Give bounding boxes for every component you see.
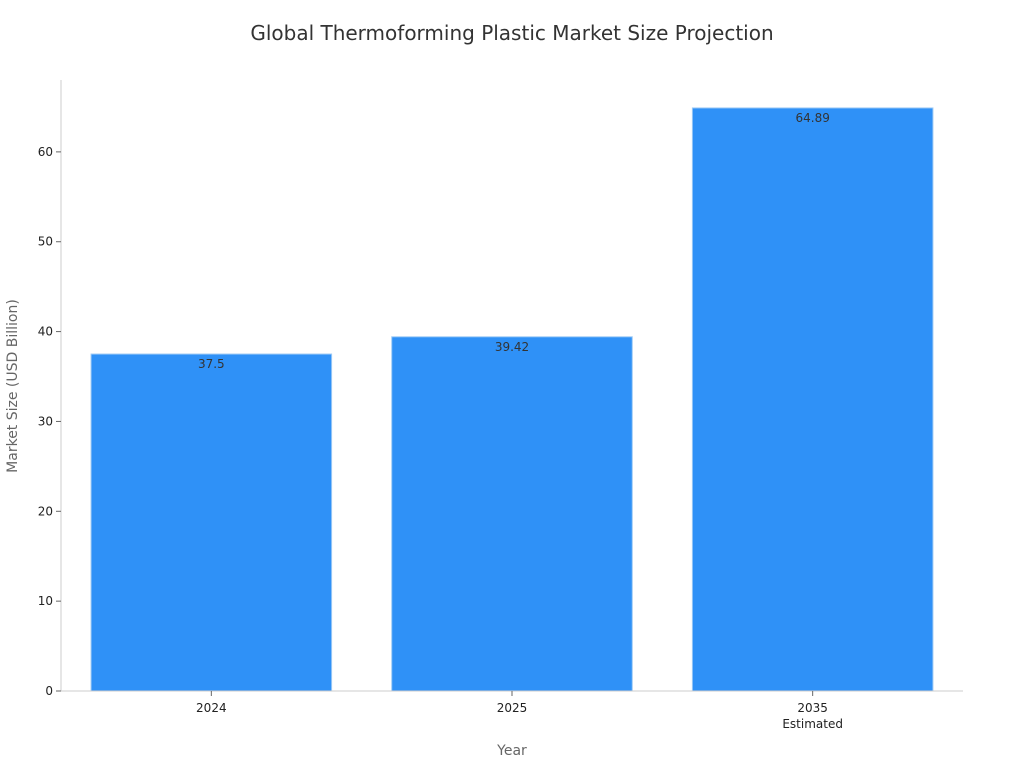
- y-tick-label: 50: [38, 235, 53, 249]
- y-axis-label: Market Size (USD Billion): [5, 299, 21, 473]
- data-labels: 37.5 39.42 64.89: [198, 111, 830, 371]
- y-axis: 0 10 20 30 40 50 60: [38, 80, 62, 698]
- x-tick-label: 2035: [797, 701, 828, 715]
- y-tick-label: 30: [38, 414, 53, 428]
- bar: [691, 107, 934, 692]
- y-tick-label: 20: [38, 504, 53, 518]
- x-axis: 2024 2025 2035 Estimated: [61, 690, 963, 731]
- data-label: 39.42: [495, 340, 529, 354]
- data-label: 37.5: [198, 357, 225, 371]
- y-tick-label: 40: [38, 325, 53, 339]
- data-label: 64.89: [795, 111, 829, 125]
- bars-layer: [90, 107, 934, 692]
- bar: [90, 353, 333, 692]
- bar: [391, 336, 633, 692]
- x-tick-label: 2025: [497, 701, 528, 715]
- x-tick-label: 2024: [196, 701, 227, 715]
- y-tick-label: 0: [45, 684, 53, 698]
- chart-title: Global Thermoforming Plastic Market Size…: [250, 21, 773, 45]
- y-tick-label: 10: [38, 594, 53, 608]
- x-axis-label: Year: [496, 743, 527, 759]
- y-tick-label: 60: [38, 145, 53, 159]
- x-tick-sublabel: Estimated: [782, 717, 843, 731]
